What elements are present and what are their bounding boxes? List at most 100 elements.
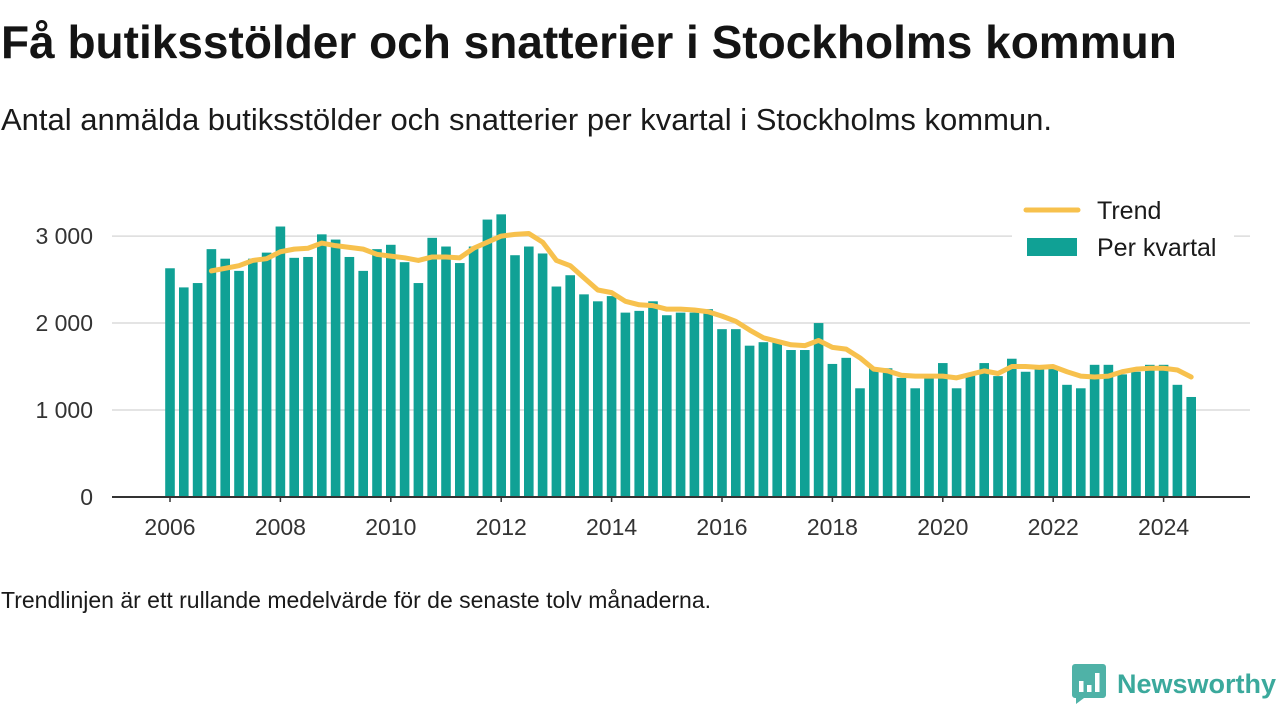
bar xyxy=(441,246,451,497)
bar xyxy=(979,363,989,497)
y-tick-label: 2 000 xyxy=(35,310,93,336)
bar xyxy=(344,256,355,497)
bar xyxy=(551,286,562,497)
bar xyxy=(482,219,493,497)
bar xyxy=(179,287,189,497)
legend: Trend Per kvartal xyxy=(1012,190,1234,266)
bar xyxy=(993,376,1003,497)
chart: 0 1 000 2 000 3 000 2006 2008 2010 2012 2014 201… xyxy=(35,190,1250,540)
bar xyxy=(744,345,755,497)
bar xyxy=(1158,364,1169,497)
bar xyxy=(537,253,548,497)
y-axis-labels: 0 1 000 2 000 3 000 xyxy=(35,223,93,510)
bar xyxy=(703,309,713,497)
bar xyxy=(1145,364,1155,497)
bar xyxy=(524,246,534,497)
bar xyxy=(386,244,396,497)
x-tick-label: 2006 xyxy=(144,514,195,540)
x-tick-label: 2016 xyxy=(696,514,747,540)
bar xyxy=(579,294,589,497)
bar xyxy=(731,329,741,497)
bar xyxy=(593,301,603,497)
newsworthy-logo-text: Newsworthy xyxy=(1116,669,1276,699)
bar xyxy=(1186,396,1196,497)
bar xyxy=(634,310,644,497)
bar xyxy=(565,275,575,497)
bar xyxy=(206,249,217,497)
bar xyxy=(1103,364,1114,497)
bar xyxy=(1089,364,1100,497)
bar xyxy=(234,270,244,497)
x-tick-label: 2018 xyxy=(807,514,858,540)
line-series-trend xyxy=(208,230,1194,381)
bar xyxy=(951,388,962,497)
bar xyxy=(800,350,810,497)
bar xyxy=(717,329,727,497)
bar xyxy=(965,374,976,497)
legend-trend-label: Trend xyxy=(1097,197,1161,225)
bar xyxy=(689,312,700,497)
bar xyxy=(165,268,175,497)
bar xyxy=(662,315,672,497)
bar xyxy=(1034,368,1045,497)
bar xyxy=(1048,368,1058,497)
bar xyxy=(358,270,368,497)
bar xyxy=(468,246,479,497)
bar xyxy=(1117,374,1127,497)
bar xyxy=(841,357,851,497)
bar xyxy=(882,368,893,497)
x-tick-label: 2014 xyxy=(586,514,637,540)
bar xyxy=(317,234,327,497)
y-tick-label: 0 xyxy=(80,484,93,510)
bar xyxy=(303,256,313,497)
trend-line xyxy=(208,230,1194,381)
legend-per-kvartal-swatch xyxy=(1027,238,1077,256)
x-tick-label: 2022 xyxy=(1028,514,1079,540)
bar xyxy=(1131,371,1141,497)
bar xyxy=(372,249,382,497)
bar xyxy=(413,283,424,497)
bar xyxy=(289,257,299,497)
bar xyxy=(938,363,948,497)
bar xyxy=(910,388,920,497)
newsworthy-logo: Newsworthy xyxy=(1071,664,1276,704)
bar xyxy=(896,377,907,497)
bar xyxy=(427,237,437,497)
bar xyxy=(675,312,686,497)
legend-per-kvartal-label: Per kvartal xyxy=(1097,234,1216,262)
x-tick-label: 2020 xyxy=(917,514,968,540)
bar xyxy=(399,262,410,497)
bar-series-per-kvartal xyxy=(165,214,1196,497)
x-axis: 2006 2008 2010 2012 2014 2016 2018 2020 2022 2024 xyxy=(112,496,1250,540)
bar xyxy=(606,296,617,497)
bar xyxy=(924,374,934,497)
bar xyxy=(1020,371,1031,497)
x-tick-label: 2012 xyxy=(476,514,527,540)
bar xyxy=(1007,358,1017,497)
bar xyxy=(813,323,824,497)
bar xyxy=(786,350,796,497)
bar xyxy=(1076,388,1086,497)
bar xyxy=(855,388,865,497)
bar xyxy=(648,301,658,497)
bar xyxy=(772,342,782,497)
bar xyxy=(869,368,879,497)
bar xyxy=(248,258,258,497)
newsworthy-logo-icon xyxy=(1071,664,1106,704)
bar xyxy=(192,283,203,497)
bar xyxy=(275,226,286,497)
bar xyxy=(455,263,465,497)
bar xyxy=(620,312,631,497)
chart-footnote: Trendlinjen är ett rullande medelvärde f… xyxy=(1,587,712,613)
bar xyxy=(827,363,838,497)
y-tick-label: 3 000 xyxy=(35,223,93,249)
bar xyxy=(220,258,230,497)
x-tick-label: 2008 xyxy=(255,514,306,540)
x-tick-label: 2010 xyxy=(365,514,416,540)
bar xyxy=(758,342,769,497)
bar xyxy=(1062,384,1072,497)
chart-title: Få butiksstölder och snatterier i Stockh… xyxy=(1,16,1177,68)
bar xyxy=(261,252,272,497)
bar xyxy=(330,239,341,497)
chart-subtitle: Antal anmälda butiksstölder och snatteri… xyxy=(1,102,1053,137)
